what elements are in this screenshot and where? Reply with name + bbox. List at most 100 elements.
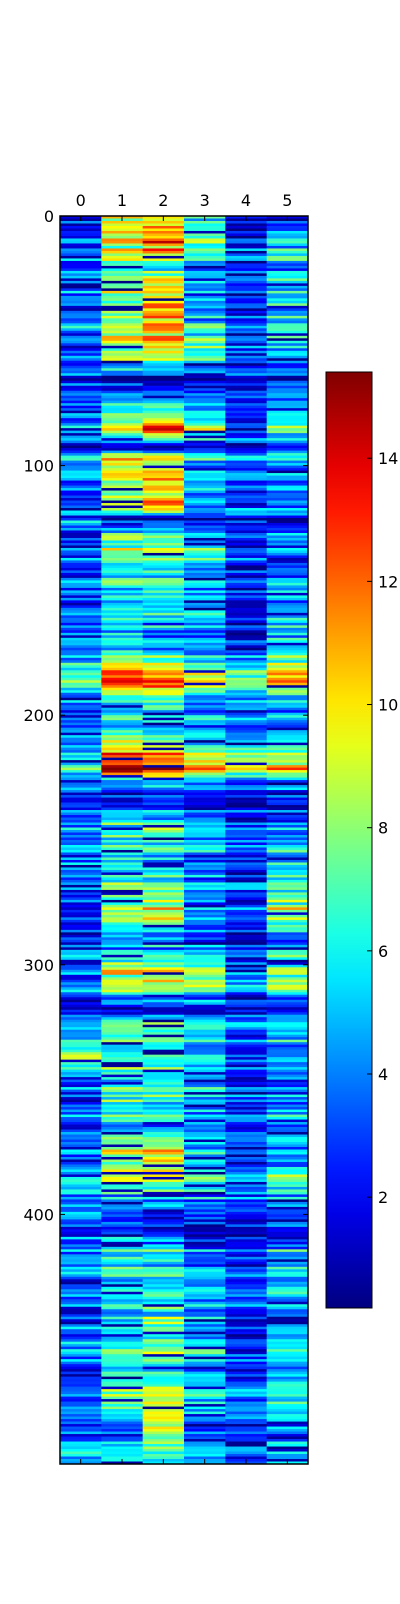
heatmap-cell <box>266 440 309 444</box>
heatmap-cell <box>60 1436 102 1440</box>
heatmap-cell <box>60 607 102 611</box>
heatmap-cell <box>101 1329 143 1333</box>
heatmap-cell <box>184 637 226 641</box>
heatmap-cell <box>101 700 143 704</box>
heatmap-cell <box>142 370 185 374</box>
heatmap-cell <box>266 498 309 501</box>
heatmap-cell <box>101 1189 143 1193</box>
heatmap-cell <box>225 879 267 883</box>
heatmap-cell <box>266 1054 309 1058</box>
heatmap-cell <box>225 1072 267 1075</box>
heatmap-cell <box>225 1109 267 1113</box>
heatmap-cell <box>60 250 102 254</box>
heatmap-cell <box>184 607 226 611</box>
heatmap-cell <box>225 228 267 232</box>
heatmap-cell <box>101 1276 143 1280</box>
heatmap-cell <box>101 567 143 571</box>
heatmap-cell <box>184 979 226 983</box>
heatmap-cell <box>225 580 267 584</box>
heatmap-cell <box>266 1329 309 1333</box>
heatmap-cell <box>142 450 185 454</box>
heatmap-cell <box>60 220 102 224</box>
heatmap-cell <box>225 273 267 277</box>
heatmap-cell <box>101 290 143 294</box>
heatmap-cell <box>60 310 102 314</box>
heatmap-cell <box>142 645 185 649</box>
heatmap-cell <box>142 503 185 506</box>
heatmap-cell <box>184 260 226 264</box>
heatmap-cell <box>142 468 185 471</box>
heatmap-cell <box>101 1174 143 1178</box>
heatmap-cell <box>225 577 267 581</box>
heatmap-cell <box>184 815 226 818</box>
heatmap-cell <box>142 310 185 314</box>
heatmap-cell <box>225 817 267 821</box>
heatmap-cell <box>142 525 185 529</box>
heatmap-cell <box>184 1276 226 1280</box>
heatmap-cell <box>60 1231 102 1235</box>
heatmap-cell <box>225 453 267 456</box>
heatmap-cell <box>142 473 185 476</box>
heatmap-cell <box>266 720 309 723</box>
heatmap-cell <box>60 874 102 878</box>
heatmap-cell <box>60 1012 102 1016</box>
heatmap-cell <box>101 1389 143 1392</box>
heatmap-cell <box>101 962 143 966</box>
heatmap-cell <box>266 897 309 901</box>
heatmap-cell <box>60 378 102 382</box>
heatmap-cell <box>142 465 185 469</box>
heatmap-cell <box>266 944 309 948</box>
heatmap-cell <box>266 572 309 576</box>
heatmap-cell <box>142 315 185 319</box>
heatmap-cell <box>142 862 185 866</box>
heatmap-cell <box>101 550 143 554</box>
heatmap-cell <box>266 1296 309 1300</box>
heatmap-cell <box>184 290 226 294</box>
heatmap-cell <box>225 999 267 1003</box>
heatmap-cell <box>101 275 143 279</box>
heatmap-cell <box>225 1129 267 1133</box>
heatmap-cell <box>266 1286 309 1290</box>
heatmap-cell <box>101 1196 143 1200</box>
heatmap-cell <box>60 757 102 761</box>
heatmap-cell <box>184 275 226 279</box>
heatmap-cell <box>142 964 185 968</box>
heatmap-cell <box>266 894 309 898</box>
heatmap-cell <box>60 1117 102 1120</box>
heatmap-cell <box>101 580 143 584</box>
heatmap-cell <box>266 1039 309 1043</box>
heatmap-cell <box>184 957 226 961</box>
heatmap-cell <box>142 1261 185 1265</box>
heatmap-cell <box>225 1444 267 1447</box>
heatmap-cell <box>266 225 309 229</box>
heatmap-cell <box>60 1002 102 1006</box>
heatmap-cell <box>101 840 143 843</box>
heatmap-cell <box>60 660 102 664</box>
heatmap-cell <box>101 390 143 394</box>
heatmap-cell <box>142 1064 185 1068</box>
heatmap-cell <box>184 899 226 903</box>
heatmap-cell <box>142 817 185 821</box>
heatmap-cell <box>184 1354 226 1357</box>
heatmap-cell <box>60 844 102 848</box>
heatmap-cell <box>142 298 185 302</box>
heatmap-cell <box>142 642 185 646</box>
heatmap-cell <box>142 687 185 691</box>
heatmap-cell <box>184 1314 226 1318</box>
heatmap-cell <box>60 854 102 858</box>
heatmap-cell <box>225 959 267 963</box>
heatmap-cell <box>101 1281 143 1285</box>
heatmap-cell <box>184 922 226 926</box>
heatmap-cell <box>184 1449 226 1452</box>
heatmap-cell <box>225 1414 267 1417</box>
heatmap-cell <box>266 525 309 529</box>
heatmap-cell <box>184 518 226 521</box>
heatmap-cell <box>101 772 143 776</box>
heatmap-cell <box>142 1037 185 1040</box>
heatmap-cell <box>184 523 226 526</box>
heatmap-cell <box>101 1391 143 1395</box>
heatmap-cell <box>184 230 226 234</box>
heatmap-cell <box>266 530 309 534</box>
heatmap-cell <box>142 630 185 634</box>
heatmap-cell <box>225 1329 267 1333</box>
